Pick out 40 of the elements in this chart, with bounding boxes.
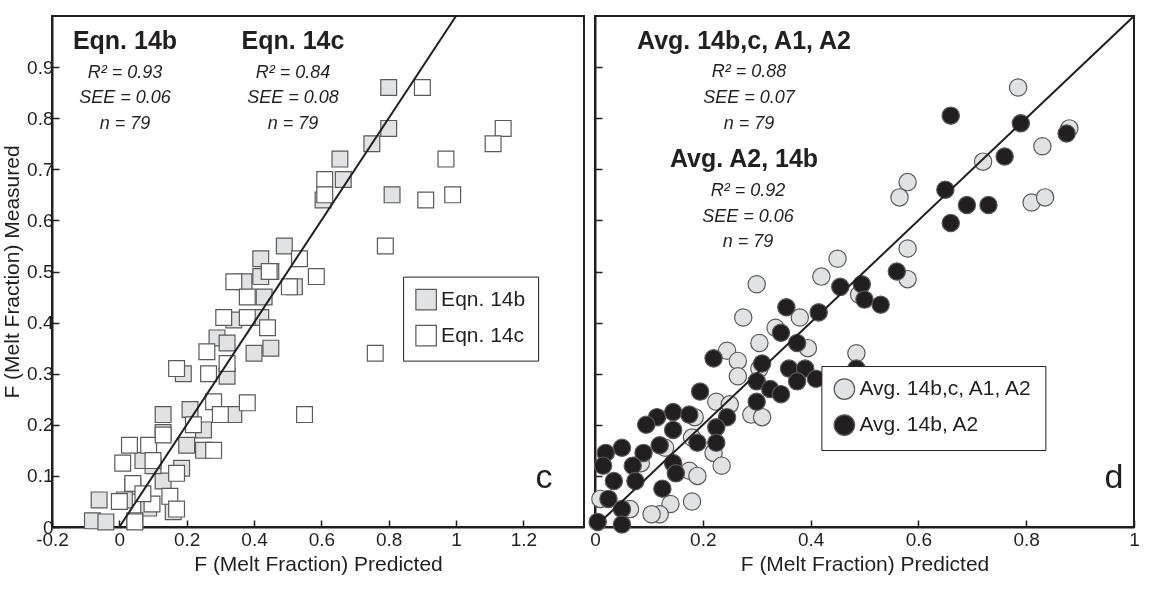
x-tick-label: 0.6 — [905, 528, 933, 550]
annotation: SEE = 0.08 — [247, 87, 339, 107]
y-axis-title: F (Melt Fraction) Measured — [0, 145, 24, 399]
annotation: SEE = 0.07 — [703, 87, 796, 107]
annotation: Eqn. 14c — [241, 26, 345, 54]
y-tick-label: 0.1 — [27, 465, 54, 487]
x-tick-label: 0.4 — [797, 528, 825, 550]
annotation: R² = 0.84 — [255, 62, 331, 82]
annotation: c — [535, 457, 553, 495]
annotation: R² = 0.88 — [711, 61, 787, 81]
annotation: n = 79 — [267, 113, 319, 133]
x-tick-label: 0 — [114, 528, 126, 550]
annotation: d — [1104, 457, 1124, 495]
legend-label: Eqn. 14c — [441, 322, 525, 346]
legend-label: Eqn. 14b — [441, 286, 526, 310]
legend-label: Avg. 14b,c, A1, A2 — [859, 376, 1031, 400]
annotation: Avg. A2, 14b — [669, 144, 819, 172]
annotation: n = 79 — [722, 231, 774, 251]
annotation: n = 79 — [723, 113, 775, 133]
legend-label: Avg. 14b, A2 — [859, 412, 979, 436]
annotation: SEE = 0.06 — [702, 206, 795, 226]
x-tick-label: 0.6 — [308, 528, 336, 550]
y-tick-label: 0.4 — [27, 312, 54, 334]
x-tick-label: 0 — [590, 528, 601, 550]
x-tick-label: 0.2 — [173, 528, 201, 550]
x-axis-title: F (Melt Fraction) Predicted — [194, 551, 443, 575]
x-tick-label: 1 — [451, 528, 462, 550]
annotation: R² = 0.92 — [710, 180, 786, 200]
x-tick-label: 1.2 — [510, 528, 538, 550]
x-tick-label: 1 — [1129, 528, 1140, 550]
annotation: SEE = 0.06 — [79, 87, 172, 107]
annotation: Avg. 14b,c, A1, A2 — [637, 26, 851, 54]
x-axis-title: F (Melt Fraction) Predicted — [740, 551, 990, 575]
annotation: R² = 0.93 — [87, 62, 163, 82]
annotation: Eqn. 14b — [72, 26, 178, 54]
x-tick-label: 0.8 — [1013, 528, 1040, 550]
x-tick-label: 0.8 — [376, 528, 403, 550]
x-tick-label: 0.4 — [241, 528, 269, 550]
annotation: n = 79 — [99, 113, 151, 133]
x-tick-label: 0.2 — [690, 528, 717, 550]
